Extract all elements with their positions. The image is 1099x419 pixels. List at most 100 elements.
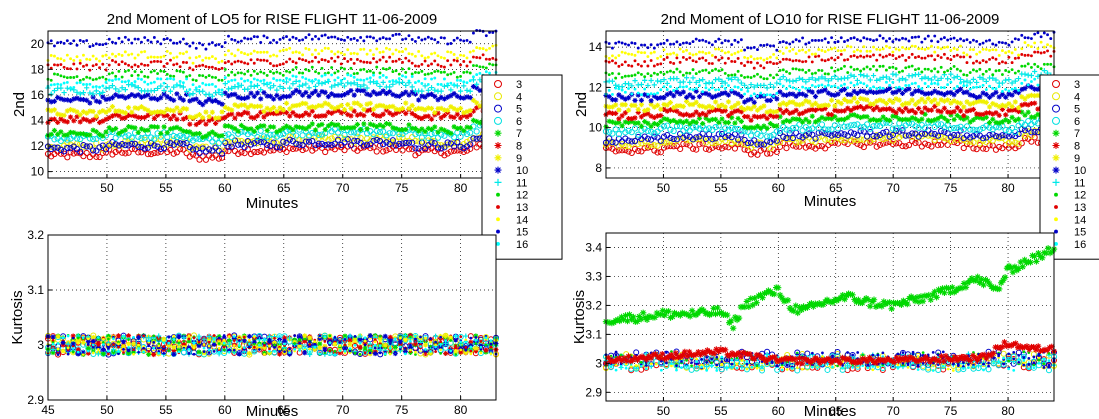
series-16-point [365,77,369,81]
series-15-point [297,38,301,42]
series-3-point [257,147,264,155]
series-15-point [343,38,346,42]
series-14-point [152,55,156,59]
series-7-point [296,124,302,130]
series-10-point [122,95,128,101]
series-10-point [616,92,622,98]
series-13-point [484,57,488,61]
series-12-point [623,74,627,78]
kurtosis-point [56,342,60,345]
series-5-point [431,140,438,147]
kurtosis-point [463,333,469,339]
series-15-point [53,44,56,48]
kurtosis-point [201,336,207,342]
series-15-point [388,37,392,41]
series-10-point [406,92,412,98]
series-13-point [855,55,859,59]
kurtosis-point [191,343,197,349]
kurtosis-point [328,341,332,345]
series-13-point [185,61,189,64]
series-16-point [462,80,466,84]
series-11-point [135,85,141,91]
kurtosis-point [347,333,353,339]
series-15-point [320,34,324,38]
series-12-point [217,78,221,82]
series-7-point [261,123,267,129]
series-6-point [151,135,158,142]
series-11-point [422,83,428,89]
series-15-point [175,41,179,45]
kurtosis-point [157,344,161,348]
series-3-point [289,145,297,153]
series-5-point [331,140,338,147]
series-12-point [946,69,950,73]
series-16-point [304,77,308,81]
kurtosis-point [479,345,483,349]
kurtosis-point [402,349,408,355]
series-12-point [933,67,937,71]
series-16-point [265,81,269,85]
series-13-point [449,63,453,67]
series-13-point [82,64,85,68]
series-10-point [187,98,193,104]
series-12-point [304,67,308,71]
series-8-point [416,114,422,121]
series-9-point [467,107,473,114]
kurtosis-point [186,345,192,351]
series-7-point [103,129,109,135]
kurtosis-point [166,342,172,348]
series-13-point [955,53,959,57]
kurtosis-point [484,348,488,351]
series-12-point [910,64,914,68]
kurtosis-point [382,342,388,348]
series-16-point [381,73,385,77]
series-12-point [394,69,398,73]
kurtosis-point [217,342,221,346]
series-14-point [736,50,740,54]
series-9-point [71,107,77,114]
series-5-point [438,145,445,152]
series-15-point [127,38,131,42]
series-6-point [180,134,187,141]
series-9-point [345,101,351,108]
series-13-point [262,58,266,62]
series-12-point [965,73,969,77]
series-4-point [241,139,248,146]
kurtosis-point [132,350,135,354]
series-12-point [855,67,859,71]
series-6-point [354,130,361,137]
kurtosis-point [348,349,352,353]
series-9-point [203,109,209,115]
kurtosis-point [107,347,110,351]
series-13-point [1020,53,1024,56]
kurtosis-point [107,352,110,356]
series-13-point [178,65,182,69]
series-12-point [968,71,972,74]
series-11-point [254,82,261,89]
series-13-point [759,64,763,68]
kurtosis-point [167,335,171,339]
series-10-point [258,96,264,102]
series-13-point [288,57,292,61]
series-5-point [144,144,152,151]
series-13-point [249,58,253,62]
series-13-point [359,59,363,63]
series-3-point [380,148,387,155]
series-6-point [299,132,306,139]
kurtosis-point [81,353,85,356]
series-5-point [222,139,229,147]
series-12-point [936,70,940,74]
series-8-point [264,111,270,117]
kurtosis-point [105,343,111,349]
series-13-point [846,58,850,61]
series-4-point [102,142,110,149]
series-12-point [852,68,856,71]
series-13-point [246,62,250,66]
series-15-point [407,34,411,38]
series-16-point [262,78,266,82]
series-9-point [193,113,199,119]
series-9-point [125,105,132,111]
series-9-point [174,105,180,111]
series-14-point [688,52,692,56]
